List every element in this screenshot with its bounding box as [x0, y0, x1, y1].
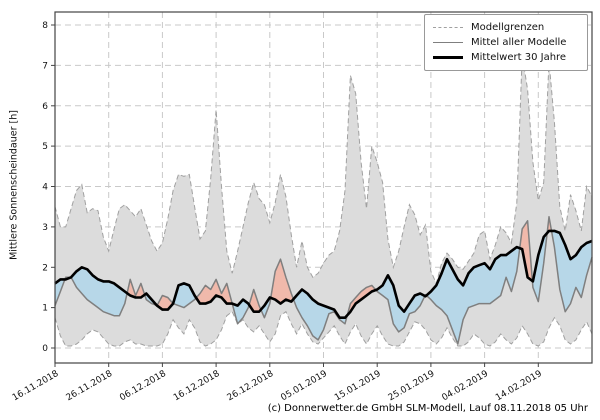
- svg-text:14.02.2019: 14.02.2019: [494, 369, 544, 404]
- svg-text:15.01.2019: 15.01.2019: [333, 369, 383, 404]
- svg-text:06.12.2018: 06.12.2018: [118, 369, 168, 404]
- model-upper-bound-line: [54, 55, 593, 285]
- svg-text:0: 0: [42, 344, 48, 354]
- model-range-band: [55, 55, 592, 347]
- svg-text:25.01.2019: 25.01.2019: [387, 369, 437, 404]
- legend-label-mittelwert-30-jahre: Mittelwert 30 Jahre: [471, 52, 567, 63]
- svg-text:16.11.2018: 16.11.2018: [11, 369, 61, 404]
- svg-text:05.01.2019: 05.01.2019: [279, 369, 329, 404]
- legend: Modellgrenzen Mittel aller Modelle Mitte…: [424, 14, 588, 71]
- svg-text:1: 1: [42, 304, 48, 314]
- svg-text:04.02.2019: 04.02.2019: [440, 369, 490, 404]
- gray-line-icon: [433, 42, 463, 43]
- legend-item-modellgrenzen: Modellgrenzen: [433, 20, 579, 35]
- model-lower-bound-line: [54, 310, 593, 347]
- svg-text:26.12.2018: 26.12.2018: [226, 369, 276, 404]
- svg-text:4: 4: [42, 183, 48, 193]
- svg-text:2: 2: [42, 263, 48, 273]
- dashed-line-icon: [433, 27, 463, 28]
- below-normal-area: [55, 230, 592, 344]
- legend-label-modellgrenzen: Modellgrenzen: [471, 22, 545, 33]
- svg-text:6: 6: [42, 102, 48, 112]
- y-axis-title: Mittlere Sonnenscheindauer [h]: [8, 110, 20, 260]
- svg-text:7: 7: [42, 61, 48, 71]
- mean-30y-line: [54, 229, 593, 320]
- black-line-icon: [433, 56, 463, 59]
- copyright-text: (c) Donnerwetter.de GmbH SLM-Modell, Lau…: [267, 403, 588, 414]
- svg-text:16.12.2018: 16.12.2018: [172, 369, 222, 404]
- svg-text:26.11.2018: 26.11.2018: [65, 369, 115, 404]
- legend-item-mittel-aller-modelle: Mittel aller Modelle: [433, 35, 579, 50]
- svg-text:5: 5: [42, 142, 48, 152]
- legend-label-mittel-aller-modelle: Mittel aller Modelle: [471, 37, 567, 48]
- svg-text:8: 8: [42, 21, 48, 31]
- legend-item-mittelwert-30-jahre: Mittelwert 30 Jahre: [433, 50, 579, 65]
- svg-text:3: 3: [42, 223, 48, 233]
- axis-ticks: [51, 24, 539, 367]
